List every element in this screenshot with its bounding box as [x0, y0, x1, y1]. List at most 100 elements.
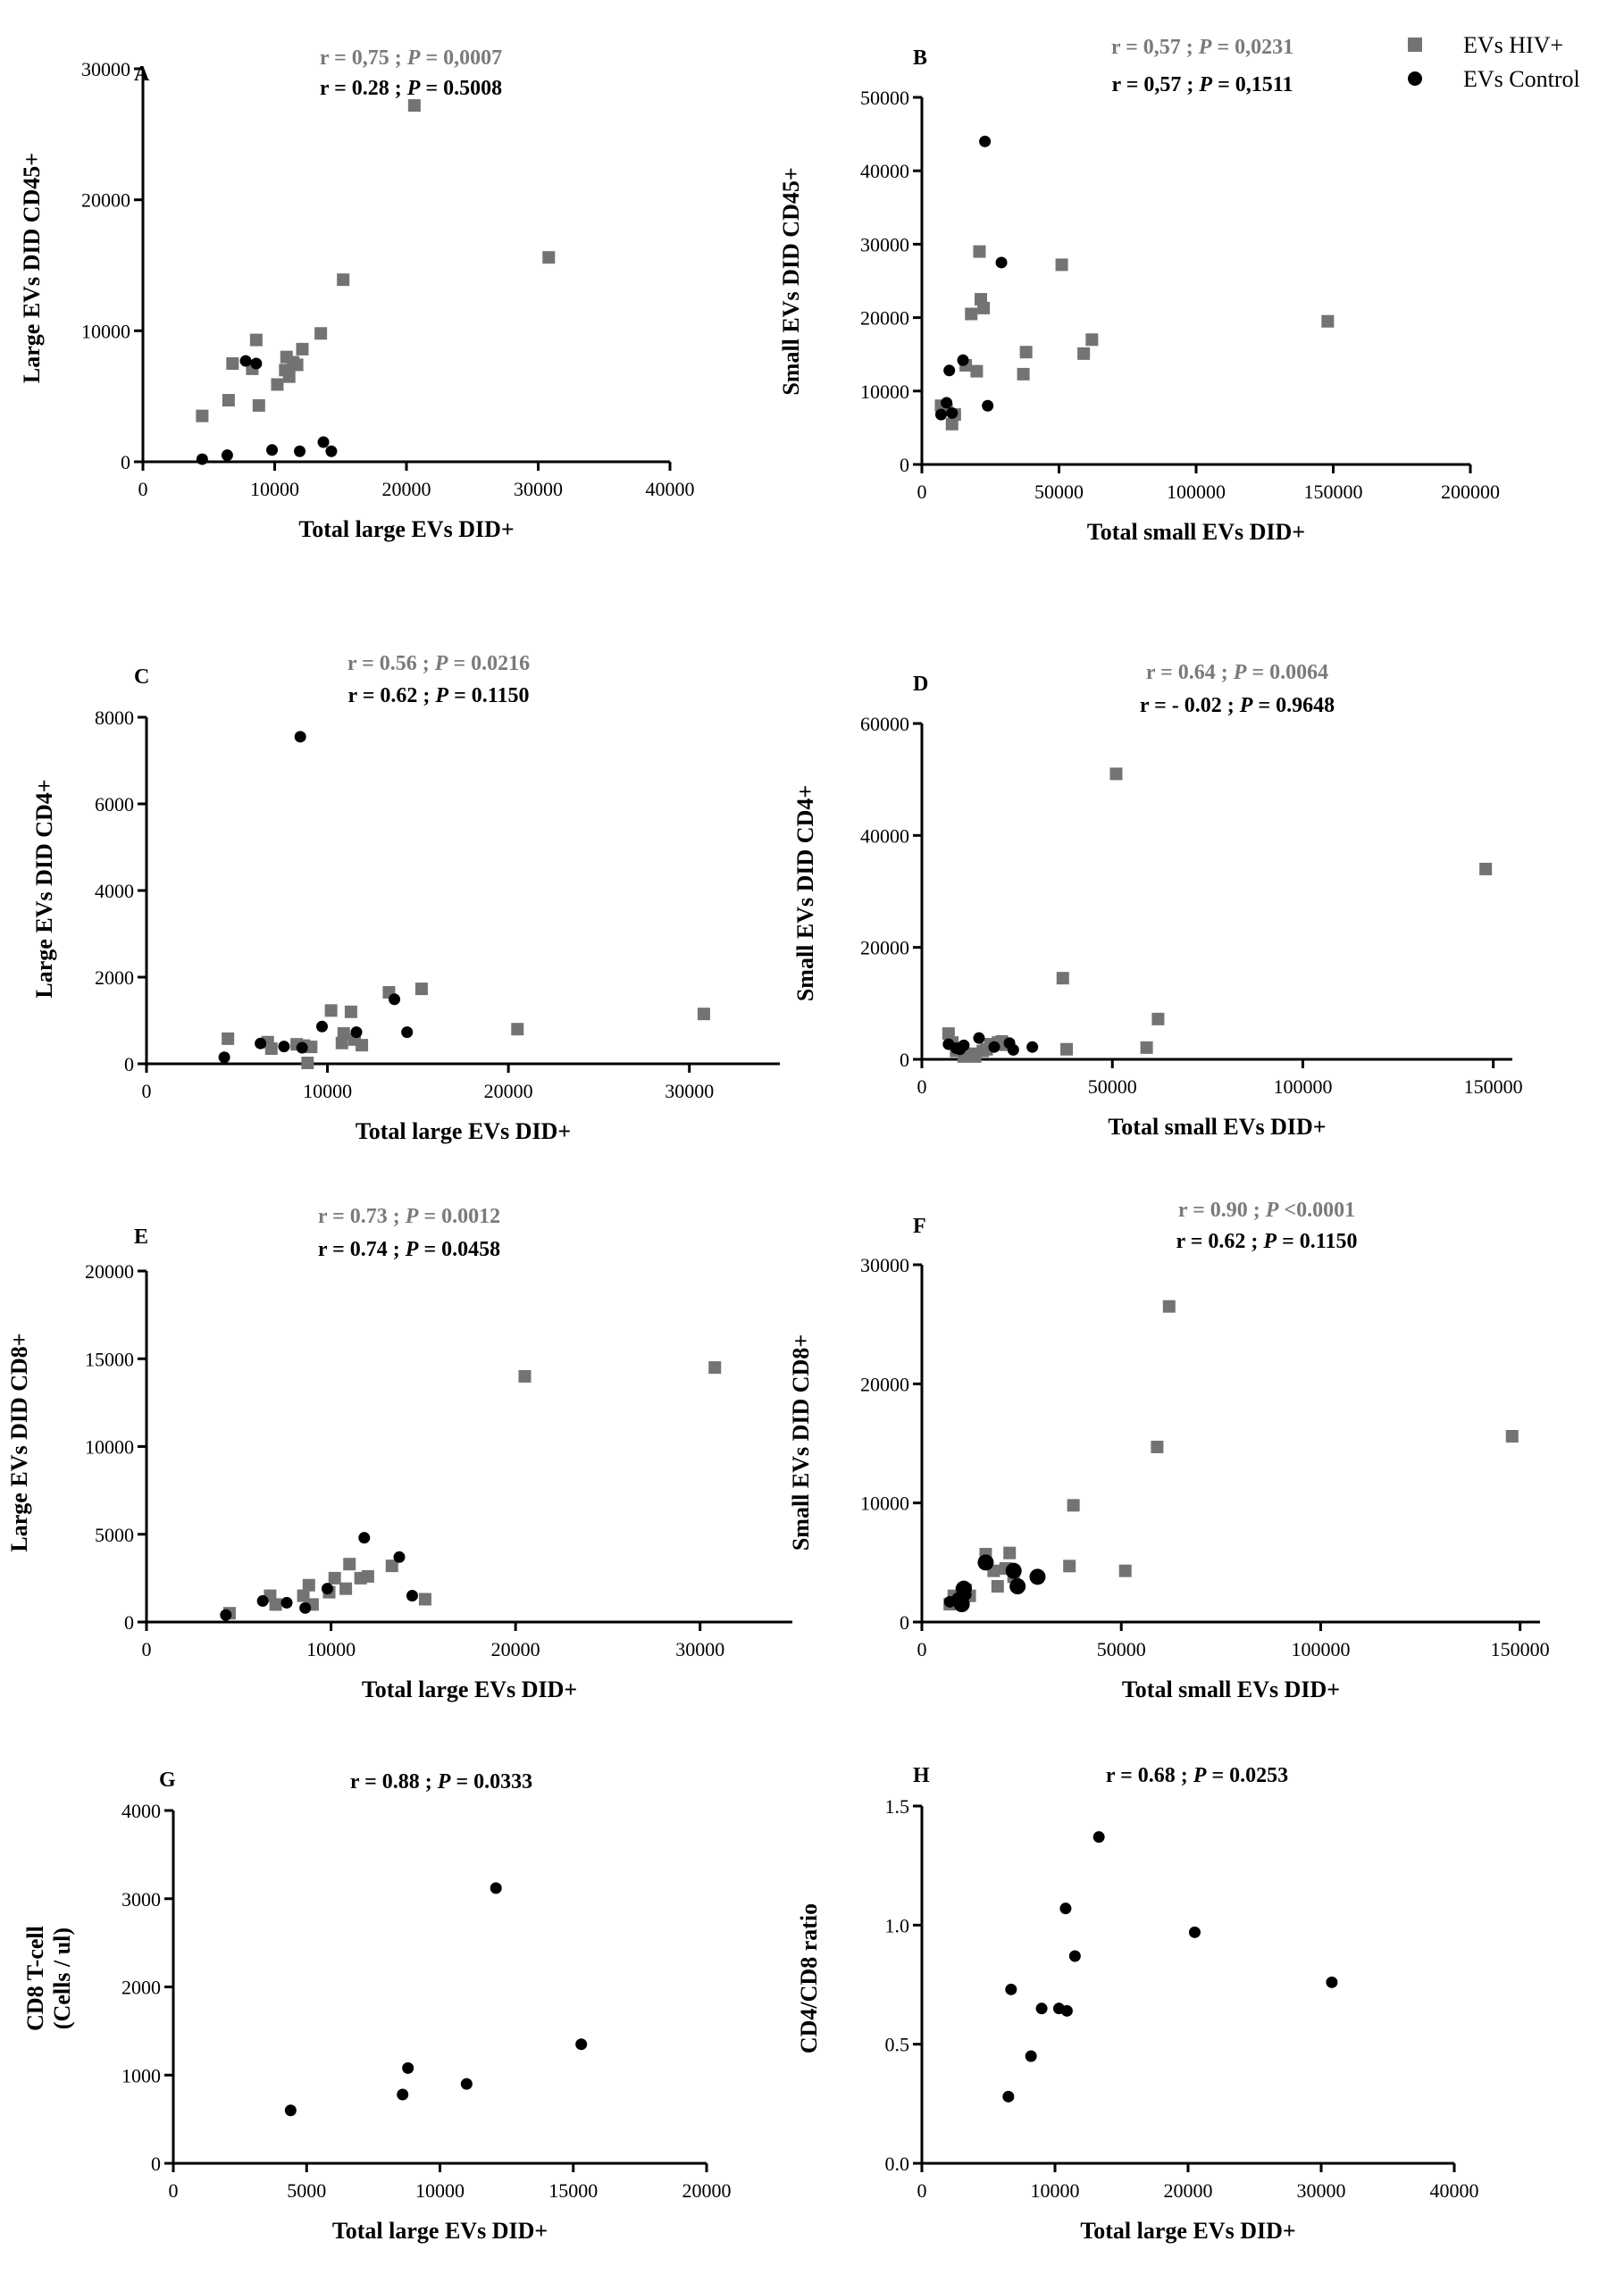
point-control [296, 1041, 308, 1054]
point-hiv [324, 1004, 338, 1017]
y-tick-label: 0.5 [885, 2034, 910, 2056]
x-tick-label: 50000 [1097, 1638, 1146, 1660]
point-control [389, 993, 401, 1006]
point-hiv [708, 1361, 722, 1375]
point-control [1188, 1926, 1201, 1938]
y-tick-label: 20000 [860, 1373, 909, 1395]
x-tick-label: 0 [917, 1638, 927, 1660]
point-hiv [252, 398, 265, 412]
y-tick-label: 60000 [860, 713, 909, 735]
x-axis-label: Total large EVs DID+ [356, 1118, 571, 1144]
y-axis-label: Large EVs DID CD45+ [19, 153, 45, 383]
point-hiv [271, 378, 284, 391]
x-axis-label: Total large EVs DID+ [332, 2218, 548, 2244]
x-tick-label: 20000 [484, 1080, 533, 1102]
point-hiv [1056, 972, 1069, 985]
y-tick-label: 15000 [85, 1348, 134, 1370]
point-control [995, 256, 1008, 269]
x-tick-label: 20000 [682, 2179, 732, 2202]
point-control [294, 445, 306, 457]
point-hiv [290, 358, 304, 372]
point-control [220, 1609, 232, 1621]
panel-label: E [134, 1225, 148, 1249]
y-tick-label: 20000 [85, 1260, 134, 1283]
point-control [397, 2088, 409, 2101]
x-axis-label: Total large EVs DID+ [1080, 2218, 1295, 2244]
y-tick-label: 20000 [860, 937, 909, 959]
chart-panel-d: 0 50000 100000 150000 0 20000 40000 60000 Total … [792, 661, 1523, 1140]
point-hiv [1118, 1564, 1132, 1577]
x-tick-label: 10000 [415, 2179, 465, 2202]
y-tick-label: 6000 [95, 793, 134, 815]
point-control [1009, 1578, 1026, 1594]
point-control [1060, 2004, 1073, 2017]
point-control [1326, 1976, 1338, 1988]
point-control [973, 1032, 985, 1044]
point-control [196, 453, 208, 465]
x-tick-label: 0 [142, 1638, 152, 1660]
x-tick-label: 0 [917, 481, 927, 503]
panel-label: D [913, 673, 928, 696]
point-hiv [973, 245, 986, 258]
stat-control: r = 0.28 ; P = 0.5008 [320, 77, 502, 100]
y-axis-label: Small EVs DID CD4+ [792, 785, 818, 1001]
y-axis-label: CD4/CD8 ratio [796, 1903, 822, 2053]
x-tick-label: 100000 [1273, 1075, 1332, 1098]
panel-label: G [159, 1769, 176, 1792]
point-hiv [226, 357, 239, 370]
point-control [958, 1039, 970, 1051]
x-tick-label: 100000 [1291, 1638, 1350, 1660]
point-hiv [305, 1041, 318, 1054]
point-hiv [249, 333, 263, 347]
point-hiv [1140, 1041, 1153, 1054]
point-control [490, 1882, 502, 1894]
stat-hiv: r = 0,57 ; P = 0,0231 [1111, 36, 1293, 59]
point-control [406, 1590, 418, 1602]
point-hiv [328, 1571, 341, 1585]
point-hiv [1063, 1560, 1076, 1573]
stat-control: r = - 0.02 ; P = 0.9648 [1140, 694, 1335, 717]
point-hiv [337, 1027, 350, 1041]
y-tick-label: 20000 [81, 189, 130, 212]
y-axis-label: Large EVs DID CD4+ [31, 779, 57, 998]
x-tick-label: 0 [169, 2179, 179, 2202]
x-tick-label: 100000 [1167, 481, 1226, 503]
point-hiv [977, 301, 991, 314]
y-tick-label: 10000 [85, 1436, 134, 1459]
point-hiv [196, 409, 209, 422]
point-hiv [1085, 333, 1099, 347]
point-hiv [1162, 1300, 1176, 1313]
point-hiv [339, 1582, 353, 1595]
point-hiv [697, 1008, 710, 1021]
point-control [266, 444, 279, 456]
point-hiv [1505, 1430, 1519, 1443]
y-tick-label: 30000 [860, 233, 909, 255]
point-control [988, 1041, 1000, 1053]
stat-control: r = 0.62 ; P = 0.1150 [348, 684, 530, 707]
point-hiv [282, 370, 296, 383]
point-control [1059, 1902, 1072, 1915]
x-tick-label: 30000 [675, 1638, 724, 1660]
x-tick-label: 30000 [514, 478, 563, 500]
point-control [256, 1594, 269, 1607]
x-tick-label: 0 [917, 1075, 927, 1098]
stat-hiv: r = 0,75 ; P = 0,0007 [320, 46, 502, 70]
y-tick-label: 0 [124, 1611, 134, 1634]
y-tick-label: 0.0 [885, 2153, 910, 2175]
x-tick-label: 150000 [1464, 1075, 1523, 1098]
stat-hiv: r = 0.64 ; P = 0.0064 [1146, 661, 1328, 684]
x-tick-label: 200000 [1441, 481, 1500, 503]
legend-control-marker [1408, 71, 1422, 86]
stat-control: r = 0.88 ; P = 0.0333 [350, 1770, 532, 1794]
stat-control: r = 0.62 ; P = 0.1150 [1176, 1230, 1358, 1253]
point-control [1002, 2090, 1015, 2103]
point-control [1005, 1983, 1017, 1995]
point-hiv [970, 364, 984, 378]
y-tick-label: 10000 [860, 380, 909, 403]
x-tick-label: 20000 [491, 1638, 540, 1660]
chart-panel-f: 0 50000 100000 150000 0 10000 20000 30000 Total … [788, 1199, 1550, 1702]
point-hiv [222, 1032, 235, 1045]
x-tick-label: 10000 [303, 1080, 352, 1102]
y-tick-label: 0 [900, 1049, 909, 1071]
point-hiv [965, 307, 978, 321]
